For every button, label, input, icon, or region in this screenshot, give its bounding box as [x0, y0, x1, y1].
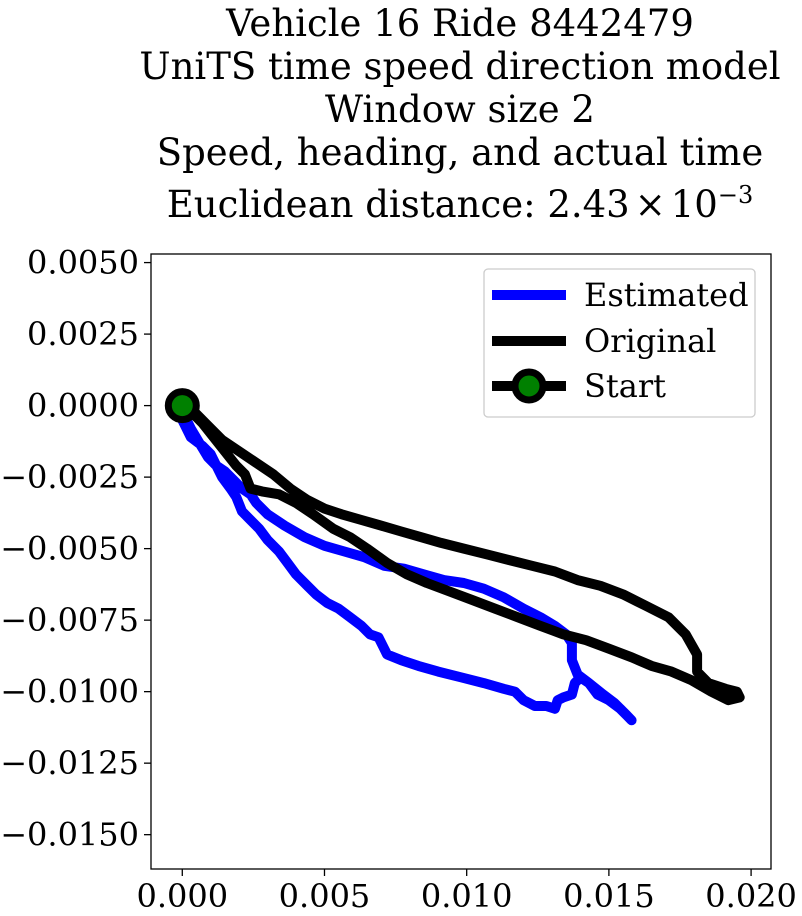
chart-title: Vehicle 16 Ride 8442479 UniTS time speed… — [60, 2, 802, 226]
title-line-2: UniTS time speed direction model — [139, 45, 781, 88]
title-distance-prefix: Euclidean distance: — [166, 183, 548, 226]
y-tick-label: 0.0025 — [27, 315, 139, 353]
y-tick-label: −0.0150 — [0, 816, 139, 854]
title-distance-base: 10 — [670, 183, 718, 226]
y-tick-label: −0.0025 — [0, 458, 139, 496]
legend-original-label: Original — [584, 322, 716, 360]
series-line-estimated — [177, 412, 637, 726]
title-line-4: Speed, heading, and actual time — [156, 131, 764, 174]
x-tick-label: 0.015 — [563, 877, 655, 915]
x-tick-label: 0.020 — [705, 877, 797, 915]
y-tick-label: −0.0075 — [0, 601, 139, 639]
y-tick-label: −0.0125 — [0, 744, 139, 782]
title-line-5: Euclidean distance: 2.43 × 10−3 — [60, 174, 802, 226]
legend-box — [483, 268, 756, 418]
legend-start-label: Start — [584, 367, 666, 405]
legend-start-marker — [511, 368, 547, 404]
ticks-layer: 0.000 0.005 0.010 0.015 0.020 0.0050 0.0025 0.0… — [0, 244, 797, 915]
legend: Estimated Original Start — [483, 268, 756, 418]
y-tick-label: 0.0050 — [27, 244, 139, 282]
start-marker — [164, 388, 200, 424]
title-line-3: Window size 2 — [325, 88, 595, 131]
title-distance-mantissa: 2.43 — [547, 183, 630, 226]
title-distance-times: × — [634, 183, 666, 226]
x-tick-label: 0.005 — [279, 877, 371, 915]
series-layer — [164, 388, 745, 726]
legend-estimated-label: Estimated — [584, 276, 749, 314]
series-line-original — [177, 400, 745, 706]
title-distance-exponent: −3 — [717, 181, 754, 209]
x-tick-label: 0.000 — [136, 877, 228, 915]
y-tick-label: −0.0050 — [0, 530, 139, 568]
x-tick-label: 0.010 — [421, 877, 513, 915]
title-line-1: Vehicle 16 Ride 8442479 — [226, 2, 694, 45]
y-tick-label: −0.0100 — [0, 673, 139, 711]
plot-area — [150, 253, 772, 870]
y-tick-label: 0.0000 — [27, 387, 139, 425]
